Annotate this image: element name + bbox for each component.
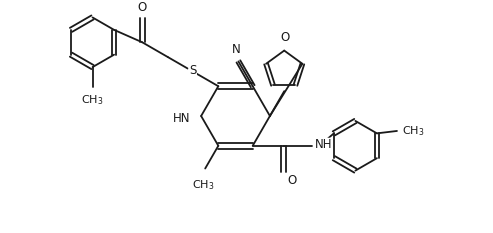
Text: CH$_3$: CH$_3$ <box>402 124 424 138</box>
Text: N: N <box>232 43 241 56</box>
Text: O: O <box>281 31 290 44</box>
Text: CH$_3$: CH$_3$ <box>81 93 104 107</box>
Text: S: S <box>189 64 196 77</box>
Text: O: O <box>138 1 147 14</box>
Text: HN: HN <box>173 112 191 125</box>
Text: O: O <box>287 175 297 187</box>
Text: CH$_3$: CH$_3$ <box>192 178 214 192</box>
Text: NH: NH <box>315 138 332 151</box>
